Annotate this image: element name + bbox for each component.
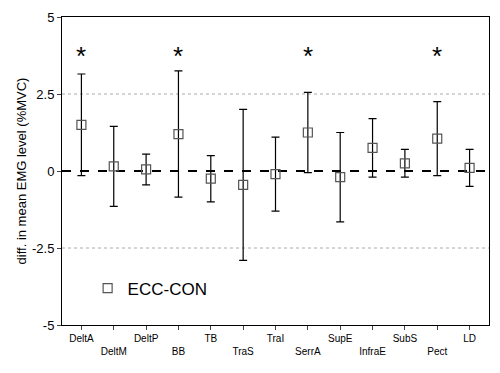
svg-text:5: 5 <box>47 10 54 25</box>
svg-text:LD: LD <box>463 333 476 344</box>
svg-text:*: * <box>303 41 313 71</box>
svg-text:DeltM: DeltM <box>101 346 127 357</box>
svg-text:*: * <box>432 41 442 71</box>
svg-text:DeltA: DeltA <box>69 333 94 344</box>
svg-text:0: 0 <box>47 164 54 179</box>
svg-text:Pect: Pect <box>427 346 447 357</box>
svg-text:SupE: SupE <box>328 333 353 344</box>
svg-text:BB: BB <box>172 346 186 357</box>
svg-text:InfraE: InfraE <box>359 346 386 357</box>
svg-text:ECC-CON: ECC-CON <box>128 280 207 299</box>
svg-text:-5: -5 <box>43 318 55 333</box>
svg-text:*: * <box>76 41 86 71</box>
svg-text:SubS: SubS <box>393 333 418 344</box>
svg-text:TraS: TraS <box>232 346 254 357</box>
svg-text:TB: TB <box>204 333 217 344</box>
svg-text:SerrA: SerrA <box>295 346 321 357</box>
svg-text:TraI: TraI <box>267 333 284 344</box>
svg-text:-2.5: -2.5 <box>32 241 54 256</box>
svg-text:DeltP: DeltP <box>134 333 159 344</box>
svg-text:*: * <box>173 41 183 71</box>
svg-text:diff. in mean EMG level (%MVC): diff. in mean EMG level (%MVC) <box>14 78 29 265</box>
svg-text:2.5: 2.5 <box>36 87 54 102</box>
